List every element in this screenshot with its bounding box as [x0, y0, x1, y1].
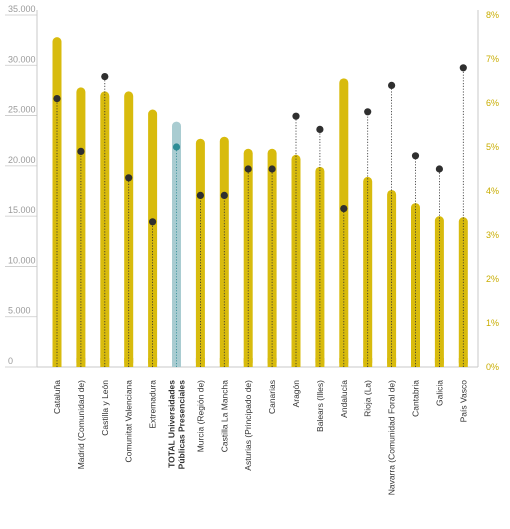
y-right-tick-label: 3%	[486, 230, 499, 240]
category-label: Castilla La Mancha	[219, 380, 229, 453]
bar	[52, 37, 62, 368]
rate-dot	[244, 165, 252, 173]
bar-base	[267, 358, 277, 367]
bar	[148, 109, 158, 367]
bar-base	[434, 358, 444, 367]
category-label: TOTAL UniversidadesPúblicas Presenciales	[167, 380, 187, 470]
bar	[387, 189, 397, 367]
category-label: Andalucía	[339, 380, 349, 418]
bar-base	[124, 358, 134, 367]
rate-dot	[411, 152, 420, 160]
y-right-tick-label: 4%	[486, 186, 499, 196]
bar-base	[195, 358, 205, 367]
y-left-tick-label: 5.000	[8, 306, 31, 316]
bar	[315, 166, 325, 367]
bar-base	[291, 358, 301, 367]
category-label: Extremadura	[148, 380, 158, 429]
rate-dot	[364, 108, 372, 116]
y-right-tick-label: 6%	[486, 98, 499, 108]
rate-dot	[292, 112, 300, 120]
y-right-tick-label: 2%	[486, 274, 499, 284]
y-right-tick-label: 0%	[486, 362, 499, 372]
rate-dot	[435, 165, 443, 173]
category-label: Murcia (Región de)	[195, 380, 205, 452]
category-label: Navarra (Comunidad Foral de)	[387, 380, 397, 495]
y-right-tick-label: 8%	[486, 10, 499, 20]
bar	[291, 154, 301, 367]
bar-base	[363, 358, 373, 367]
rate-dot	[125, 174, 133, 182]
category-label: Asturias (Principado de)	[243, 380, 253, 471]
rate-dot	[196, 191, 204, 199]
category-label: País Vasco	[458, 380, 468, 423]
bar	[363, 176, 373, 367]
bar	[267, 148, 277, 367]
category-label: Balears (Illes)	[315, 380, 325, 432]
category-label: Galicia	[434, 380, 444, 406]
bar	[243, 148, 253, 367]
bar-base	[219, 358, 229, 367]
bar	[434, 216, 444, 367]
category-label: Cataluña	[52, 380, 62, 414]
bar-base	[76, 358, 86, 367]
bar-base	[339, 358, 349, 367]
category-label: Rioja (La)	[363, 380, 373, 417]
bar-base	[387, 358, 397, 367]
rate-dot	[172, 143, 181, 151]
bar-base	[100, 358, 110, 367]
y-left-tick-label: 10.000	[8, 255, 36, 265]
bar-base	[243, 358, 253, 367]
y-left-tick-label: 35.000	[8, 4, 36, 14]
category-label: Canarias	[267, 380, 277, 414]
bar-base	[172, 358, 181, 367]
bar	[458, 217, 468, 367]
rate-dot	[220, 191, 228, 199]
category-label: Cantabria	[411, 380, 421, 417]
y-right-tick-label: 7%	[486, 54, 499, 64]
rate-dot	[101, 73, 109, 81]
category-label-line: TOTAL Universidades	[167, 380, 177, 468]
rate-dot	[53, 95, 61, 103]
bar-base	[458, 358, 468, 367]
y-left-tick-label: 0	[8, 356, 13, 366]
rate-dot	[459, 64, 467, 72]
category-label: Madrid (Comunidad de)	[76, 380, 86, 469]
rate-dot	[77, 147, 85, 155]
bar	[339, 78, 349, 368]
bar-base	[411, 358, 420, 367]
y-left-tick-label: 25.000	[8, 105, 36, 115]
bar-base	[148, 358, 158, 367]
y-left-tick-label: 30.000	[8, 54, 36, 64]
bar	[172, 121, 181, 367]
category-label: Comunitat Valenciana	[124, 380, 134, 463]
rate-dot	[316, 125, 324, 133]
category-label: Aragón	[291, 380, 301, 408]
y-left-tick-label: 20.000	[8, 155, 36, 165]
category-label-line: Públicas Presenciales	[177, 380, 187, 470]
y-left-tick-label: 15.000	[8, 205, 36, 215]
rate-dot	[388, 81, 396, 89]
bar-base	[52, 358, 62, 367]
rate-dot	[149, 218, 157, 226]
bar	[76, 87, 86, 367]
category-label: Castilla y León	[100, 380, 110, 436]
y-right-tick-label: 5%	[486, 142, 499, 152]
y-right-tick-label: 1%	[486, 318, 499, 328]
rate-dot	[340, 205, 348, 213]
rate-dot	[268, 165, 276, 173]
bar-base	[315, 358, 325, 367]
